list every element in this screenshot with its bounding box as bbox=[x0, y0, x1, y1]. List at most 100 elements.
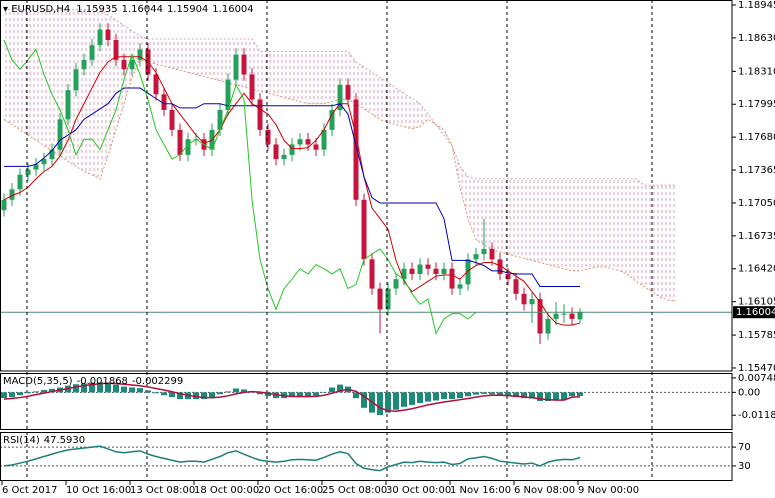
current-price-label: 1.16004 bbox=[736, 307, 775, 318]
candle-body bbox=[33, 164, 39, 170]
cloud-fill bbox=[4, 9, 676, 302]
macd-bar bbox=[1, 392, 7, 399]
menu-arrow: ▾ bbox=[3, 4, 11, 15]
macd-bar bbox=[73, 384, 79, 393]
candle-body bbox=[185, 139, 191, 155]
candle-body bbox=[313, 144, 319, 150]
candle-body bbox=[161, 94, 167, 110]
candle-body bbox=[521, 293, 527, 305]
candle-body bbox=[361, 199, 367, 260]
candle-body bbox=[25, 169, 31, 175]
macd-bar bbox=[465, 392, 471, 397]
candle-body bbox=[281, 154, 287, 160]
macd-bar bbox=[425, 392, 431, 402]
symbol: EURUSD,H4 bbox=[11, 4, 70, 15]
candle-body bbox=[337, 84, 343, 110]
candle-body bbox=[73, 69, 79, 91]
candle-body bbox=[113, 40, 119, 60]
candle-body bbox=[393, 279, 399, 289]
candle-body bbox=[81, 59, 87, 70]
macd-bar bbox=[129, 387, 135, 393]
candle-body bbox=[17, 174, 23, 190]
macd-bar bbox=[529, 392, 535, 399]
x-tick-label: 6 Nov 08:00 bbox=[514, 485, 575, 496]
rsi-title: RSI(14) bbox=[3, 435, 40, 446]
macd-signal bbox=[3, 382, 581, 413]
macd-tick-label: 0.00 bbox=[738, 387, 760, 398]
candle-body bbox=[481, 248, 487, 255]
candle-body bbox=[177, 129, 183, 155]
candle-body bbox=[57, 119, 63, 150]
macd-bar bbox=[521, 392, 527, 399]
header-open: 1.15935 bbox=[76, 4, 117, 15]
x-tick-label: 20 Oct 16:00 bbox=[258, 485, 323, 496]
candle-body bbox=[345, 84, 351, 100]
y-tick-label: 1.17365 bbox=[738, 165, 775, 176]
candle-body bbox=[569, 313, 575, 319]
candle-body bbox=[401, 268, 407, 280]
macd-title: MACD(5,35,5) bbox=[3, 376, 73, 387]
macd-bar bbox=[169, 392, 175, 398]
macd-bar bbox=[409, 392, 415, 405]
macd-bar bbox=[401, 392, 407, 407]
macd-bar bbox=[489, 392, 495, 395]
macd-signal-value: -0.002299 bbox=[132, 376, 183, 387]
macd-bar bbox=[417, 392, 423, 403]
macd-bar bbox=[577, 392, 583, 396]
candle-body bbox=[217, 109, 223, 130]
candle-body bbox=[505, 273, 511, 280]
candle-body bbox=[137, 49, 143, 60]
header-close: 1.16004 bbox=[212, 4, 253, 15]
macd-bar bbox=[49, 388, 55, 393]
header-low: 1.15904 bbox=[167, 4, 208, 15]
candle-body bbox=[409, 268, 415, 274]
y-tick-label: 1.18945 bbox=[738, 0, 775, 11]
macd-bar bbox=[89, 382, 95, 393]
x-tick-label: 25 Oct 08:00 bbox=[322, 485, 387, 496]
candle-body bbox=[425, 264, 431, 269]
candle-body bbox=[1, 199, 7, 211]
macd-bar bbox=[289, 392, 295, 398]
candle-body bbox=[537, 299, 543, 334]
rsi-tick-label: 70 bbox=[738, 442, 751, 453]
macd-bar bbox=[265, 392, 271, 397]
x-tick-label: 1 Nov 16:00 bbox=[450, 485, 511, 496]
indicator-panels bbox=[0, 382, 732, 472]
x-tick-label: 30 Oct 00:00 bbox=[386, 485, 451, 496]
x-tick-label: 6 Oct 2017 bbox=[2, 485, 57, 496]
macd-tick-label: -0.01183 bbox=[738, 410, 775, 421]
candle-body bbox=[561, 313, 567, 315]
candle-body bbox=[257, 99, 263, 130]
macd-bar bbox=[209, 392, 215, 398]
indicator-line bbox=[3, 39, 477, 335]
macd-bar bbox=[105, 383, 111, 393]
candle-body bbox=[577, 312, 583, 320]
y-tick-label: 1.15470 bbox=[738, 363, 775, 374]
candle-body bbox=[121, 59, 127, 70]
candle-body bbox=[497, 259, 503, 274]
macd-bar bbox=[441, 392, 447, 400]
y-tick-label: 1.17680 bbox=[738, 132, 775, 143]
macd-bar bbox=[385, 392, 391, 413]
price-frame bbox=[0, 0, 733, 372]
macd-bar bbox=[393, 392, 399, 410]
macd-bar bbox=[377, 392, 383, 416]
macd-value: -0.001868 bbox=[77, 376, 128, 387]
macd-bar bbox=[161, 392, 167, 396]
macd-bar bbox=[433, 392, 439, 401]
current-price-box bbox=[733, 306, 775, 319]
candle-body bbox=[97, 29, 103, 46]
x-tick-label: 13 Oct 08:00 bbox=[130, 485, 195, 496]
candle-body bbox=[225, 79, 231, 110]
macd-bar bbox=[297, 392, 303, 397]
x-tick-label: 10 Oct 16:00 bbox=[66, 485, 131, 496]
macd-bar bbox=[137, 388, 143, 393]
candle-body bbox=[65, 90, 71, 120]
y-tick-label: 1.17050 bbox=[738, 198, 775, 209]
macd-bar bbox=[17, 392, 23, 396]
macd-bar bbox=[353, 392, 359, 399]
rsi-line bbox=[3, 445, 581, 472]
macd-bar bbox=[505, 392, 511, 397]
indicator-line bbox=[4, 87, 580, 287]
